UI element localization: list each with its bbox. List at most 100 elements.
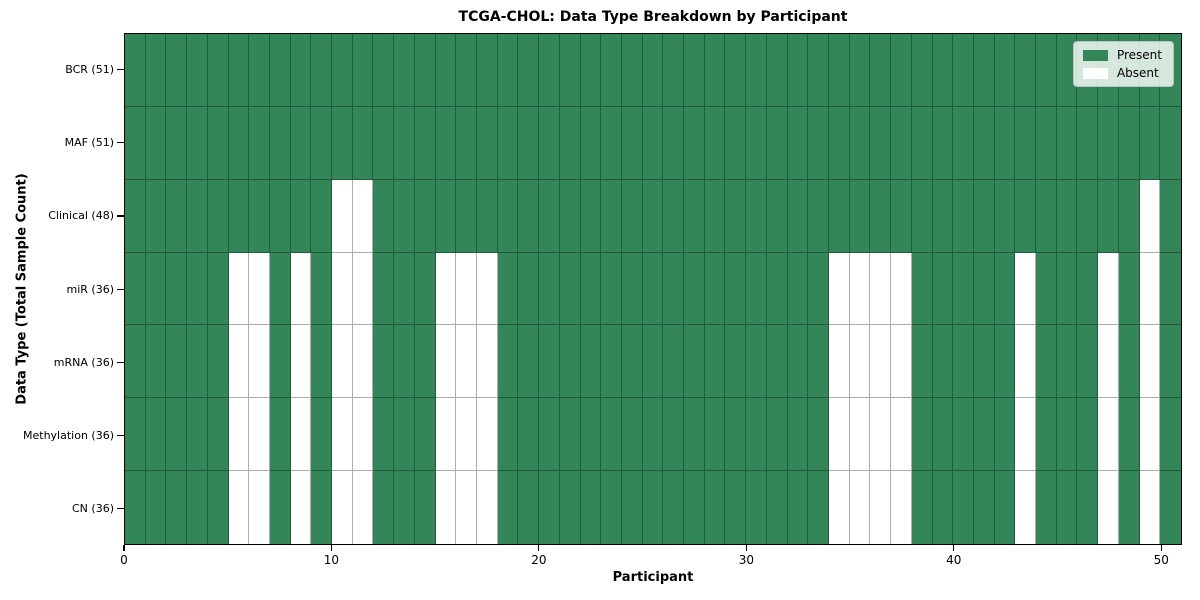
grid-cell-CN-33-present <box>808 471 829 544</box>
chart-title: TCGA-CHOL: Data Type Breakdown by Partic… <box>458 9 848 25</box>
x-tick-label-50: 50 <box>1153 553 1169 567</box>
grid-cell-Methylation-41-present <box>973 398 995 472</box>
grid-cell-Methylation-34-absent <box>829 398 850 472</box>
grid-cell-BCR-6-present <box>249 34 270 107</box>
grid-cell-mRNA-45-present <box>1056 325 1078 399</box>
grid-cell-miR-16-absent <box>456 252 477 326</box>
grid-cell-MAF-16-present <box>456 106 477 180</box>
grid-cell-Methylation-6-absent <box>249 398 270 472</box>
grid-cell-BCR-1-present <box>145 34 167 107</box>
grid-cell-Clinical-38-present <box>911 179 933 253</box>
grid-cell-BCR-36-present <box>870 34 892 107</box>
grid-cell-BCR-35-present <box>849 34 871 107</box>
grid-cell-MAF-29-present <box>725 106 747 180</box>
grid-cell-miR-9-present <box>311 252 333 326</box>
grid-cell-Clinical-24-present <box>621 179 643 253</box>
grid-cell-miR-50-present <box>1160 252 1181 326</box>
grid-cell-Methylation-47-absent <box>1098 398 1119 472</box>
grid-cell-miR-47-absent <box>1098 252 1119 326</box>
grid-cell-CN-4-present <box>207 471 229 544</box>
grid-cell-mRNA-27-present <box>684 325 705 399</box>
grid-cell-Methylation-12-present <box>373 398 395 472</box>
grid-cell-CN-0-present <box>125 471 146 544</box>
grid-cell-miR-17-absent <box>477 252 498 326</box>
grid-cell-Methylation-50-present <box>1160 398 1181 472</box>
grid-cell-Methylation-22-present <box>580 398 602 472</box>
grid-cell-CN-11-absent <box>352 471 374 544</box>
y-tick-mark-Clinical <box>117 215 124 217</box>
grid-cell-MAF-48-present <box>1118 106 1140 180</box>
grid-cell-mRNA-35-absent <box>849 325 871 399</box>
grid-cell-Methylation-1-present <box>145 398 167 472</box>
grid-cell-Clinical-43-present <box>1015 179 1037 253</box>
grid-cell-miR-11-absent <box>352 252 374 326</box>
grid-cell-BCR-44-present <box>1036 34 1057 107</box>
grid-cell-Methylation-42-present <box>994 398 1016 472</box>
y-tick-mark-BCR <box>117 69 124 71</box>
grid-cell-mRNA-5-absent <box>228 325 250 399</box>
grid-cell-Methylation-46-present <box>1077 398 1099 472</box>
grid-cell-CN-15-absent <box>435 471 457 544</box>
grid-cell-CN-19-present <box>518 471 540 544</box>
grid-cell-mRNA-2-present <box>166 325 188 399</box>
grid-cell-MAF-31-present <box>766 106 788 180</box>
grid-cell-BCR-7-present <box>269 34 291 107</box>
grid-cell-MAF-7-present <box>269 106 291 180</box>
grid-cell-Clinical-10-absent <box>332 179 353 253</box>
grid-cell-MAF-2-present <box>166 106 188 180</box>
grid-cell-miR-27-present <box>684 252 705 326</box>
grid-cell-Methylation-5-absent <box>228 398 250 472</box>
grid-cell-MAF-6-present <box>249 106 270 180</box>
grid-cell-CN-31-present <box>766 471 788 544</box>
grid-cell-miR-10-absent <box>332 252 353 326</box>
grid-cell-mRNA-3-present <box>187 325 208 399</box>
y-tick-label-mRNA: mRNA (36) <box>53 355 114 369</box>
x-tick-label-30: 30 <box>738 553 754 567</box>
grid-cell-miR-8-absent <box>290 252 312 326</box>
grid-cell-Clinical-40-present <box>953 179 974 253</box>
grid-cell-CN-40-present <box>953 471 974 544</box>
grid-cell-miR-4-present <box>207 252 229 326</box>
grid-cell-Methylation-15-absent <box>435 398 457 472</box>
plot-area: Present Absent <box>124 33 1182 545</box>
grid-cell-Methylation-4-present <box>207 398 229 472</box>
grid-cell-CN-45-present <box>1056 471 1078 544</box>
grid-cell-MAF-19-present <box>518 106 540 180</box>
grid-cell-Clinical-19-present <box>518 179 540 253</box>
grid-cell-BCR-9-present <box>311 34 333 107</box>
grid-cell-MAF-36-present <box>870 106 892 180</box>
heatmap-grid <box>125 34 1181 544</box>
grid-cell-miR-20-present <box>539 252 560 326</box>
grid-cell-miR-37-absent <box>891 252 912 326</box>
grid-cell-MAF-15-present <box>435 106 457 180</box>
grid-cell-MAF-1-present <box>145 106 167 180</box>
grid-cell-BCR-15-present <box>435 34 457 107</box>
grid-cell-CN-36-absent <box>870 471 892 544</box>
grid-cell-miR-24-present <box>621 252 643 326</box>
x-tick-label-0: 0 <box>120 553 128 567</box>
grid-cell-Methylation-26-present <box>663 398 685 472</box>
grid-cell-miR-28-present <box>704 252 726 326</box>
grid-cell-MAF-5-present <box>228 106 250 180</box>
grid-cell-Methylation-31-present <box>766 398 788 472</box>
grid-cell-mRNA-25-present <box>642 325 664 399</box>
grid-cell-Clinical-33-present <box>808 179 829 253</box>
grid-cell-CN-20-present <box>539 471 560 544</box>
grid-cell-miR-25-present <box>642 252 664 326</box>
grid-cell-miR-2-present <box>166 252 188 326</box>
grid-cell-CN-41-present <box>973 471 995 544</box>
grid-cell-miR-15-absent <box>435 252 457 326</box>
grid-cell-Methylation-3-present <box>187 398 208 472</box>
grid-cell-MAF-28-present <box>704 106 726 180</box>
grid-cell-Methylation-35-absent <box>849 398 871 472</box>
grid-cell-Methylation-11-absent <box>352 398 374 472</box>
grid-cell-CN-42-present <box>994 471 1016 544</box>
grid-cell-BCR-38-present <box>911 34 933 107</box>
grid-cell-MAF-20-present <box>539 106 560 180</box>
grid-cell-CN-29-present <box>725 471 747 544</box>
grid-cell-Methylation-39-present <box>932 398 954 472</box>
grid-cell-mRNA-39-present <box>932 325 954 399</box>
grid-cell-CN-10-absent <box>332 471 353 544</box>
grid-cell-Methylation-37-absent <box>891 398 912 472</box>
grid-cell-Clinical-44-present <box>1036 179 1057 253</box>
